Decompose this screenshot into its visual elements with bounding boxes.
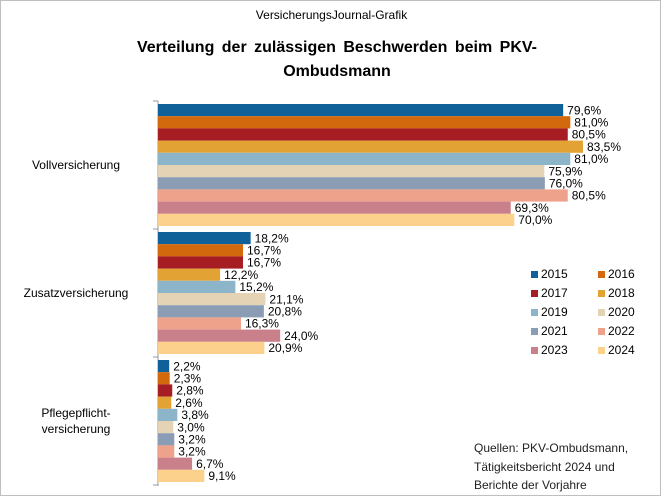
value-label: 20,9% [268,341,302,355]
category-label: Pflegepflicht- versicherung [41,406,111,436]
legend-swatch [598,309,605,316]
bar [158,329,281,342]
legend-swatch [531,271,538,278]
value-label: 2,6% [175,396,203,410]
value-label: 18,2% [255,231,289,245]
legend-label: 2021 [541,324,568,338]
legend-label: 2024 [608,343,635,357]
value-label: 6,7% [196,457,224,471]
legend-swatch [598,328,605,335]
legend-label: 2016 [608,267,635,281]
bar [158,372,170,385]
bar [158,305,264,318]
bar [158,177,545,190]
value-label: 80,5% [572,128,606,142]
value-label: 20,8% [268,304,302,318]
bar [158,280,236,293]
legend-label: 2020 [608,305,635,319]
bar [158,445,175,458]
value-label: 2,3% [174,371,202,385]
bar [158,457,193,470]
bar [158,421,174,434]
bar [158,293,266,306]
bar [158,396,172,409]
value-label: 80,5% [572,189,606,203]
legend-swatch [598,290,605,297]
category-label: Vollversicherung [31,158,121,172]
bar [158,384,173,397]
value-label: 16,7% [247,256,281,270]
value-label: 81,0% [574,115,608,129]
value-label: 75,9% [548,164,582,178]
value-label: 3,0% [177,420,205,434]
legend-swatch [531,347,538,354]
legend-swatch [598,347,605,354]
value-label: 21,1% [269,292,303,306]
bar [158,116,571,129]
value-label: 2,8% [176,384,204,398]
value-label: 76,0% [549,176,583,190]
value-label: 81,0% [574,152,608,166]
value-label: 69,3% [515,201,549,215]
value-label: 2,2% [173,359,201,373]
legend-label: 2018 [608,286,635,300]
source: Quellen: PKV-Ombudsmann, Tätigkeitsberic… [474,441,629,492]
legend-label: 2022 [608,324,635,338]
chart-title: Verteilung der zulässigen Beschwerden be… [136,39,537,80]
bar [158,360,170,373]
bar [158,128,568,141]
bar [158,140,584,153]
category-label: Zusatzversicherung [23,286,129,300]
value-label: 3,2% [178,445,206,459]
bar [158,244,244,257]
value-label: 9,1% [208,469,236,483]
legend-label: 2017 [541,286,568,300]
legend-swatch [531,328,538,335]
value-label: 16,3% [245,317,279,331]
value-label: 83,5% [587,140,621,154]
legend-swatch [598,271,605,278]
bar [158,317,241,330]
value-label: 15,2% [239,280,273,294]
value-label: 12,2% [224,268,258,282]
header: VersicherungsJournal-Grafik [255,8,408,22]
bar [158,213,515,226]
bar [158,433,175,446]
legend-label: 2023 [541,343,568,357]
value-label: 24,0% [284,329,318,343]
legend-label: 2015 [541,267,568,281]
legend-swatch [531,309,538,316]
bar [158,152,571,165]
bar [158,469,205,482]
value-label: 79,6% [567,103,601,117]
value-label: 3,2% [178,432,206,446]
bar [158,408,178,421]
bar [158,104,564,117]
legend-swatch [531,290,538,297]
bar [158,165,545,178]
bar [158,189,568,202]
bar [158,201,511,214]
legend-label: 2019 [541,305,568,319]
bar [158,341,265,354]
bar [158,232,251,245]
value-label: 3,8% [181,408,209,422]
bar [158,256,244,269]
bar [158,268,221,281]
value-label: 16,7% [247,243,281,257]
value-label: 70,0% [518,213,552,227]
